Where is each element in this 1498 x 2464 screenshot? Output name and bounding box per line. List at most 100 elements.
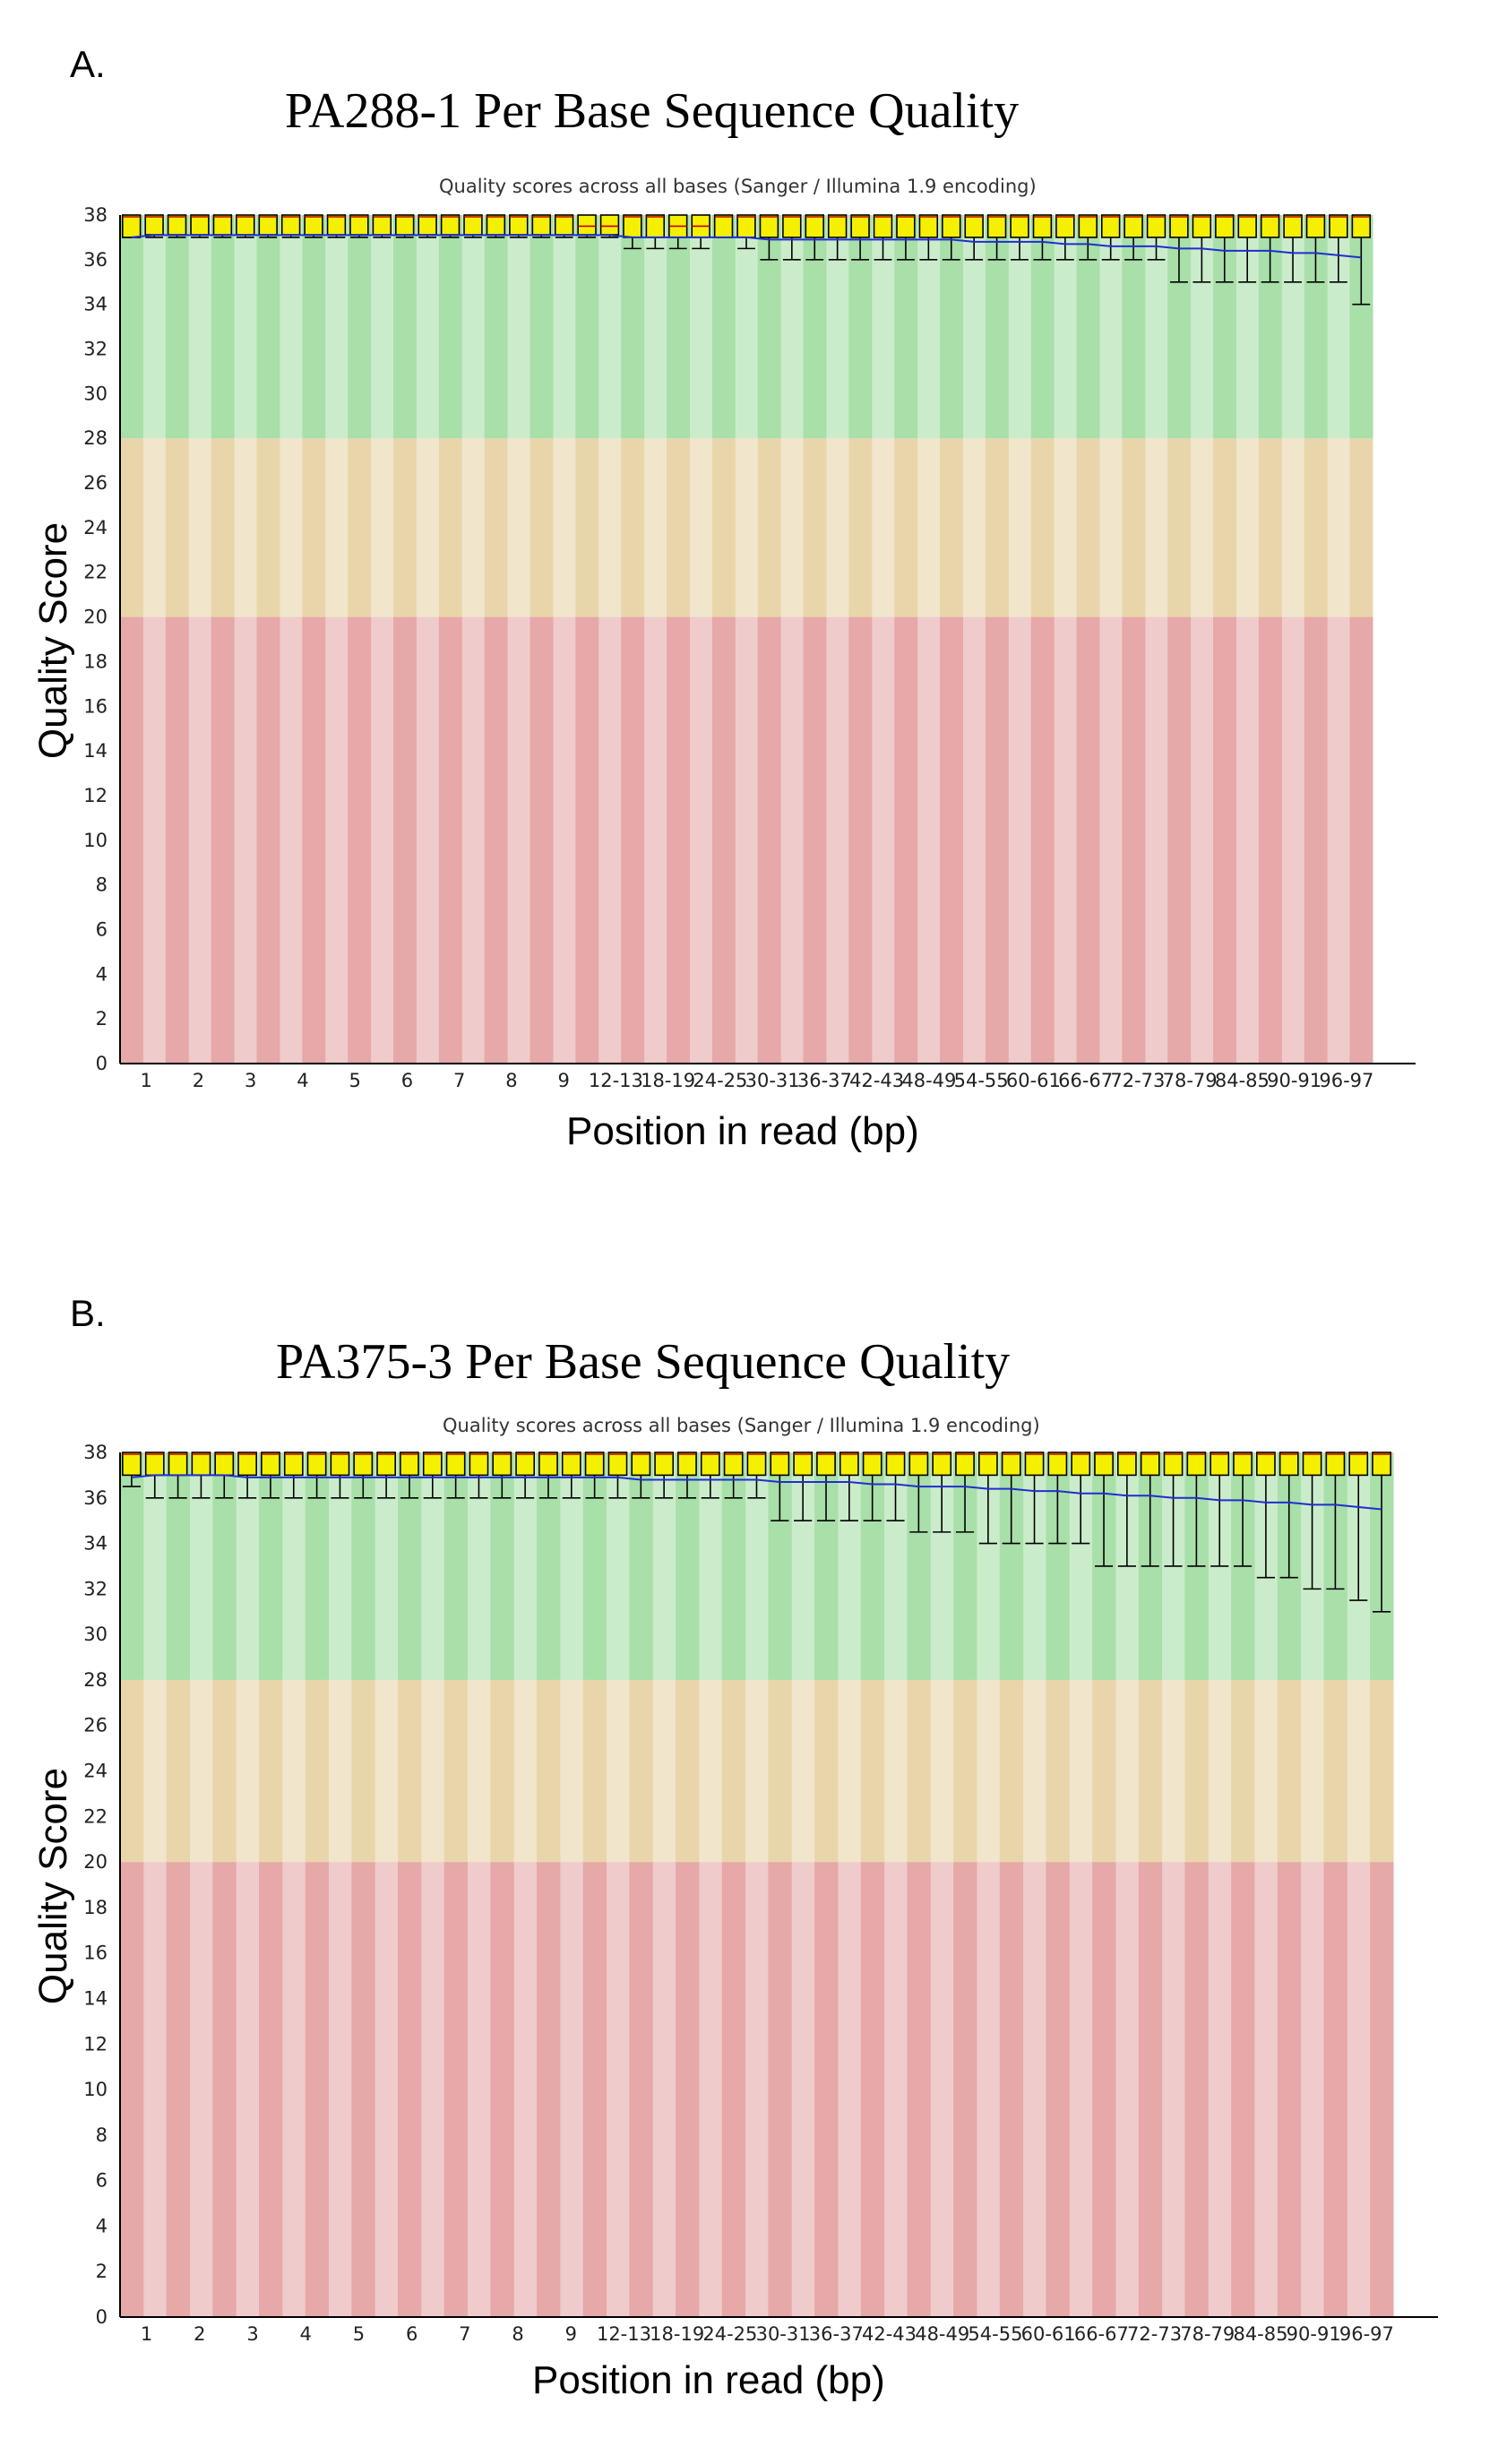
zone-stripe-good: [484, 215, 508, 439]
x-tick-label: 60-61: [1021, 2323, 1076, 2345]
x-tick-label: 5: [353, 2323, 365, 2345]
zone-stripe-poor: [825, 616, 849, 1064]
zone-stripe-reasonable: [1213, 438, 1236, 617]
quartile-box: [486, 214, 506, 236]
zone-stripe-reasonable: [1323, 1679, 1347, 1863]
zone-stripe-reasonable: [629, 1679, 653, 1863]
quartile-box: [1163, 1452, 1184, 1477]
zone-stripe-good: [302, 215, 326, 439]
quartile-box: [376, 1452, 396, 1477]
zone-stripe-poor: [142, 1862, 168, 2317]
zone-stripe-poor: [768, 1862, 792, 2317]
zone-stripe-poor: [1144, 616, 1168, 1064]
zone-stripe-reasonable: [883, 1679, 908, 1863]
zone-stripe-poor: [559, 1862, 584, 2317]
quartile-box: [1305, 214, 1326, 238]
quartile-box: [770, 1452, 790, 1477]
quartile-box: [122, 1452, 142, 1477]
zone-stripe-poor: [398, 1862, 422, 2317]
zone-stripe-good: [256, 215, 280, 439]
x-tick-label: 54-55: [968, 2323, 1022, 2345]
zone-stripe-poor: [416, 616, 440, 1064]
zone-stripe-poor: [1370, 1862, 1394, 2317]
zone-stripe-poor: [1281, 616, 1305, 1064]
x-tick-label: 66-67: [1074, 2323, 1129, 2345]
zone-stripe-poor: [1022, 1862, 1046, 2317]
x-tick-label: 36-37: [797, 1070, 852, 1091]
zone-stripe-reasonable: [894, 438, 918, 617]
zone-stripe-poor: [438, 616, 462, 1064]
zone-stripe-reasonable: [962, 438, 986, 617]
x-tick-label: 30-31: [745, 1070, 800, 1091]
quartile-box: [144, 1452, 165, 1477]
zone-stripe-poor: [1277, 1862, 1302, 2317]
panel-label: B.: [70, 1292, 106, 1334]
zone-stripe-poor: [490, 1862, 514, 2317]
zone-stripe-reasonable: [1076, 438, 1100, 617]
zone-stripe-reasonable: [212, 1679, 237, 1863]
zone-stripe-reasonable: [721, 1679, 746, 1863]
chart-subtitle: Quality scores across all bases (Sanger …: [439, 176, 1037, 197]
zone-stripe-poor: [940, 616, 963, 1064]
mean-line: [131, 234, 1362, 259]
quartile-box: [1047, 1452, 1068, 1477]
quartile-box: [121, 214, 142, 238]
quartile-box: [190, 214, 210, 236]
zone-stripe-reasonable: [814, 1679, 839, 1863]
y-tick-label: 10: [83, 830, 108, 851]
y-tick-label: 8: [96, 874, 108, 896]
x-tick-label: 84-85: [1233, 2323, 1287, 2345]
zone-stripe-poor: [166, 1862, 191, 2317]
zone-stripe-good: [348, 215, 372, 439]
quartile-box: [463, 214, 483, 236]
zone-stripe-poor: [212, 1862, 237, 2317]
x-tick-label: 90-91: [1287, 2323, 1341, 2345]
y-tick-label: 20: [83, 607, 108, 628]
zone-stripe-poor: [484, 616, 508, 1064]
quartile-box: [167, 214, 187, 236]
quartile-box: [1117, 1452, 1137, 1477]
zone-stripe-reasonable: [1122, 438, 1146, 617]
x-tick-label: 3: [246, 2323, 258, 2345]
zone-stripe-good: [370, 215, 394, 439]
zone-stripe-reasonable: [259, 1679, 283, 1863]
zone-stripe-good: [621, 215, 645, 439]
zone-stripe-reasonable: [166, 1679, 191, 1863]
quartile-box: [1215, 214, 1235, 238]
zone-stripe-poor: [1098, 616, 1123, 1064]
x-tick-label: 96-97: [1319, 1070, 1373, 1091]
x-tick-label: 36-37: [809, 2323, 864, 2345]
zone-stripe-poor: [513, 1862, 538, 2317]
zone-stripe-poor: [1213, 616, 1236, 1064]
zone-stripe-reasonable: [1190, 438, 1214, 617]
quartile-box: [805, 214, 824, 238]
y-tick-label: 2: [96, 2261, 108, 2282]
zone-stripe-good: [575, 215, 599, 439]
zone-stripe-reasonable: [652, 1679, 676, 1863]
zone-stripe-reasonable: [443, 1679, 469, 1863]
quartile-box: [326, 214, 347, 236]
zone-stripe-poor: [721, 1862, 746, 2317]
x-tick-label: 6: [406, 2323, 418, 2345]
zone-stripe-reasonable: [1370, 1679, 1394, 1863]
quartile-box: [584, 1452, 605, 1477]
y-tick-label: 0: [96, 1053, 108, 1074]
quartile-box: [330, 1452, 350, 1477]
y-tick-label: 32: [83, 1578, 108, 1599]
zone-stripe-reasonable: [1046, 1679, 1070, 1863]
zone-stripe-reasonable: [256, 438, 280, 617]
quartile-box: [746, 1452, 767, 1477]
panel-label: A.: [70, 43, 106, 85]
zone-stripe-poor: [883, 1862, 908, 2317]
quartile-box: [1124, 214, 1143, 238]
quartile-box: [816, 1452, 836, 1477]
quality-zones: [120, 1452, 1394, 2317]
zone-stripe-good: [711, 215, 736, 439]
quartile-box: [1283, 214, 1303, 238]
y-tick-label: 12: [83, 785, 108, 806]
zone-stripe-reasonable: [165, 438, 189, 617]
zone-stripe-reasonable: [953, 1679, 977, 1863]
zone-stripe-good: [689, 215, 713, 439]
boxplot-group: [122, 1452, 1391, 1613]
quartile-box: [1260, 214, 1280, 238]
